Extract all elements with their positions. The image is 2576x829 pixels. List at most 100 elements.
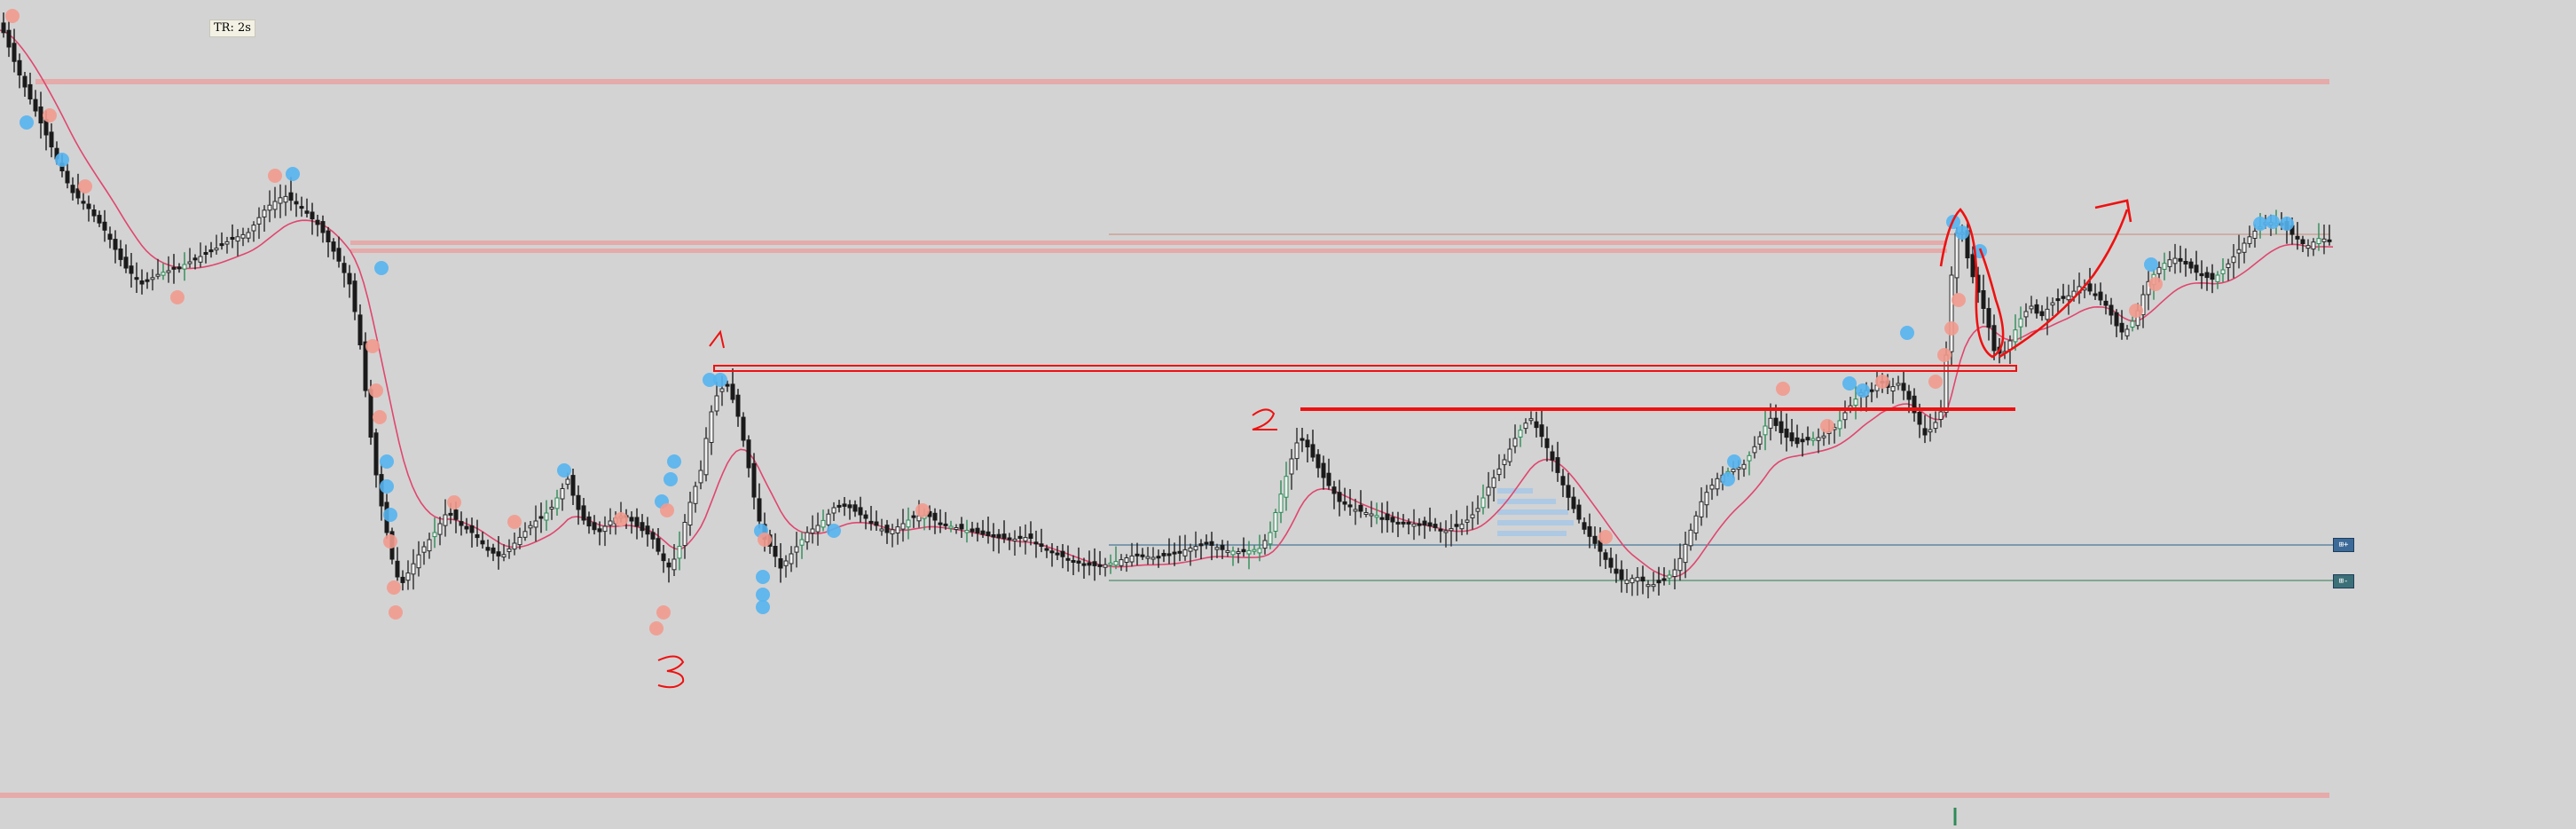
candle-body [1486, 486, 1491, 496]
candle-body [1672, 569, 1677, 577]
candle-body [1012, 538, 1017, 541]
candle-body [97, 215, 102, 224]
candle-body [858, 507, 863, 516]
candle-body [299, 206, 304, 209]
candle-body [714, 395, 719, 412]
candle-body [528, 525, 533, 529]
candle-body [1502, 459, 1507, 465]
candle-body [1550, 451, 1555, 461]
candle-body [1060, 550, 1065, 557]
candle-body [1645, 584, 1651, 588]
buy-signal-marker [1727, 454, 1741, 469]
candle-body [1491, 477, 1496, 488]
candle-body [443, 514, 448, 526]
candle-body [1326, 472, 1331, 486]
buy-signal-marker [286, 167, 300, 181]
candle-body [1220, 544, 1225, 550]
candle-body [1991, 325, 1997, 351]
candle-body [1933, 422, 1938, 430]
candle-body [847, 504, 852, 509]
candle-body [288, 192, 294, 201]
sell-signal-marker [660, 503, 674, 517]
candle-body [1278, 493, 1284, 513]
sell-signal-marker [507, 515, 522, 529]
candle-body [868, 520, 874, 524]
candle-body [1768, 417, 1773, 429]
zone-band [350, 249, 1947, 253]
candle-body [235, 236, 240, 242]
candle-body [650, 532, 656, 540]
candle-body [2039, 311, 2045, 317]
candle-body [1454, 524, 1459, 527]
candle-body [22, 75, 27, 88]
candle-body [1534, 421, 1539, 429]
candle-body [741, 416, 746, 441]
candle-body [959, 524, 964, 530]
candle-body [480, 540, 485, 545]
candle-body [1544, 438, 1550, 448]
candle-body [118, 249, 123, 260]
candle-body [1922, 428, 1928, 436]
volume-profile-bar [1497, 499, 1556, 504]
candle-body [134, 277, 139, 280]
candle-body [1512, 438, 1518, 447]
upper-guide-tag[interactable]: ⊞+ [2333, 538, 2354, 552]
candle-body [1284, 476, 1289, 498]
candle-body [954, 527, 959, 530]
candle-body [948, 525, 954, 529]
candle-body [932, 512, 938, 521]
candle-body [2130, 320, 2135, 328]
candle-body [123, 257, 129, 269]
candle-body [357, 314, 363, 345]
candle-body [373, 432, 379, 476]
lower-guide-tag[interactable]: ⊞- [2333, 574, 2354, 588]
candle-body [1039, 543, 1044, 547]
candle-body [980, 530, 986, 535]
candle-body [310, 211, 315, 220]
candle-body [448, 512, 453, 516]
candle-body [1023, 537, 1028, 541]
candle-body [272, 201, 278, 210]
candle-body [634, 517, 640, 527]
candle-body [522, 531, 528, 538]
candle-body [267, 204, 272, 211]
candle-body [554, 497, 560, 509]
zone-band [0, 793, 2329, 798]
candle-body [246, 232, 251, 239]
candle-body [352, 280, 357, 312]
candle-body [2210, 272, 2215, 280]
candle-body [2055, 298, 2061, 302]
candle-body [1821, 435, 1826, 438]
candle-body [1949, 274, 1954, 352]
candle-body [576, 494, 581, 510]
candle-body [304, 210, 310, 214]
candle-body [693, 486, 698, 504]
candle-body [1800, 438, 1805, 443]
buy-signal-marker [713, 373, 727, 387]
candle-body [1608, 557, 1614, 568]
candle-body [1555, 457, 1560, 473]
sell-signal-marker [649, 621, 664, 636]
candle-body [703, 438, 709, 476]
candle-body [1204, 541, 1209, 545]
candle-body [842, 503, 847, 507]
candle-body [256, 217, 262, 225]
candle-body [1417, 523, 1422, 526]
candle-body [677, 546, 682, 559]
candle-body [512, 542, 517, 550]
candle-body [1630, 578, 1635, 584]
candle-body [1182, 549, 1188, 557]
candle-body [1896, 383, 1901, 386]
candle-body [278, 197, 283, 204]
candle-body [938, 522, 943, 525]
candle-body [1587, 525, 1592, 537]
candle-body [1518, 430, 1523, 438]
candle-body [102, 221, 107, 231]
candle-body [421, 546, 427, 553]
candle-body [2199, 272, 2204, 277]
candle-body [1475, 508, 1480, 512]
candle-body [2087, 283, 2093, 292]
candle-body [342, 263, 347, 273]
candle-body [560, 488, 565, 500]
sell-signal-marker [915, 503, 930, 517]
